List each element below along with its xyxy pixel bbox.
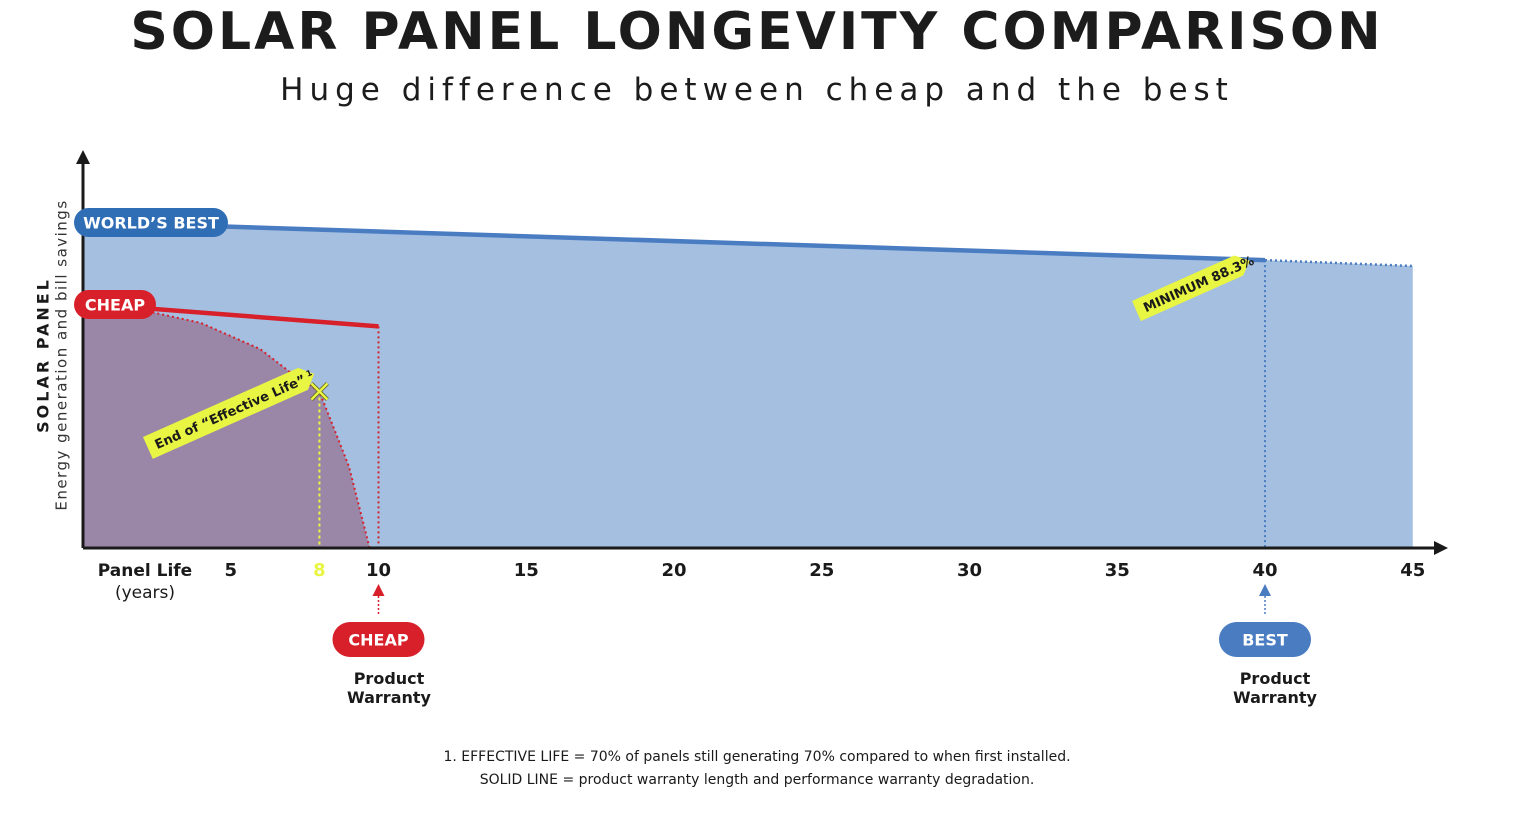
x-axis-arrow [1434, 541, 1448, 555]
cheap-warranty-line1: Product [353, 669, 425, 688]
cheap-series-label: CHEAP [85, 296, 145, 315]
best-area [83, 222, 1413, 548]
best-warranty-badge: BEST [1242, 631, 1288, 650]
cheap-product-warranty-label: Product Warranty [329, 669, 449, 707]
best-marker-arrow [1259, 584, 1271, 596]
x-tick-label: 8 [313, 560, 326, 581]
footnote-effective-life: 1. EFFECTIVE LIFE = 70% of panels still … [443, 749, 1071, 765]
cheap-warranty-line2: Warranty [347, 688, 431, 707]
best-warranty-badge-bg [1219, 622, 1311, 657]
x-tick-label: 35 [1105, 560, 1130, 581]
effective-life-x-marker [310, 382, 329, 401]
cheap-warranty-badge: CHEAP [348, 631, 408, 650]
cheap-warranty-badge-bg [332, 622, 425, 657]
worlds-best-label-bg [74, 208, 228, 237]
x-tick-label: 5 [224, 560, 237, 581]
minimum-88-tag-bg [1132, 255, 1250, 322]
chart-title: SOLAR PANEL LONGEVITY COMPARISON [130, 2, 1384, 62]
best-product-warranty-label: Product Warranty [1215, 669, 1335, 707]
footnote-solid-line: SOLID LINE = product warranty length and… [479, 772, 1035, 788]
x-tick-label: 10 [366, 560, 391, 581]
x-tick-label: 20 [661, 560, 686, 581]
footnotes: 1. EFFECTIVE LIFE = 70% of panels still … [0, 746, 1514, 792]
x-tick-label: 45 [1400, 560, 1425, 581]
cheap-marker-arrow [372, 584, 385, 596]
best-warranty-line [82, 219, 1266, 263]
x-axis-label: Panel Life (years) [95, 560, 195, 604]
best-warranty-line2: Warranty [1233, 688, 1317, 707]
x-axis-label-unit: (years) [114, 583, 176, 603]
x-tick-label: 15 [514, 560, 539, 581]
cheap-series-label-bg [74, 290, 156, 319]
x-tick-label: 30 [957, 560, 982, 581]
x-tick-label: 25 [809, 560, 834, 581]
chart-subtitle: Huge difference between cheap and the be… [280, 72, 1234, 108]
x-axis-label-main: Panel Life [97, 561, 193, 581]
best-warranty-line1: Product [1239, 669, 1311, 688]
y-axis-arrow [76, 150, 90, 164]
x-tick-label: 40 [1252, 560, 1277, 581]
effective-life-tag-bg [143, 367, 315, 459]
worlds-best-label: WORLD’S BEST [83, 214, 219, 233]
